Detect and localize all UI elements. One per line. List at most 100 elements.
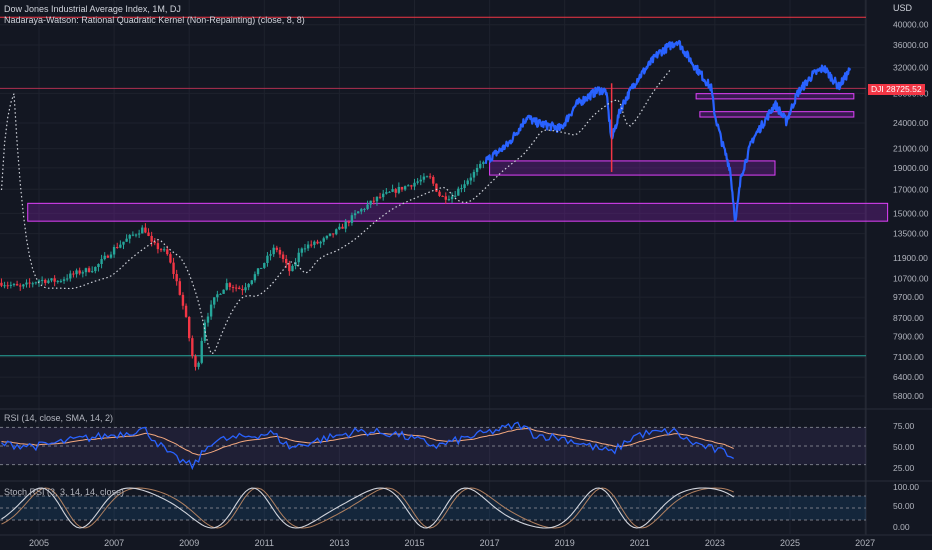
- candle-body: [356, 211, 360, 214]
- price-tick-label: 13500.00: [893, 229, 929, 239]
- candle-body: [59, 280, 63, 282]
- candle-body: [206, 316, 210, 323]
- candle-body: [103, 255, 106, 260]
- candle-body: [275, 247, 279, 250]
- candle-body: [100, 259, 103, 265]
- candle-body: [400, 186, 404, 190]
- candle-body: [234, 287, 238, 289]
- candle-body: [244, 287, 247, 291]
- candle-body: [341, 226, 344, 229]
- candle-body: [90, 271, 94, 273]
- candle-body: [466, 180, 469, 185]
- candle-body: [372, 200, 376, 202]
- candle-body: [263, 263, 266, 268]
- candle-body: [131, 234, 135, 236]
- candle-body: [97, 264, 100, 268]
- currency-label[interactable]: USD: [893, 3, 913, 13]
- candle-body: [413, 182, 416, 187]
- stoch-tick-label: 0.00: [893, 522, 910, 532]
- indicator-legend[interactable]: Nadaraya-Watson: Rational Quadratic Kern…: [4, 15, 305, 25]
- candle-body: [15, 284, 19, 286]
- candle-body: [184, 305, 188, 317]
- candle-body: [306, 244, 310, 249]
- candle-body: [231, 287, 235, 289]
- last-price-badge: DJI 28725.52: [868, 84, 925, 95]
- candle-body: [391, 189, 394, 192]
- candle-body: [34, 282, 38, 284]
- candle-body: [78, 270, 81, 274]
- rsi-tick-label: 25.00: [893, 463, 915, 473]
- candle-body: [112, 246, 116, 255]
- candle-body: [253, 274, 257, 281]
- candle-body: [247, 284, 250, 288]
- candle-body: [259, 267, 263, 269]
- candle-body: [141, 227, 144, 234]
- candle-body: [338, 226, 341, 230]
- price-tick-label: 9700.00: [893, 292, 924, 302]
- candle-body: [463, 184, 466, 189]
- candle-body: [278, 249, 282, 255]
- candle-body: [441, 195, 444, 197]
- stoch-k-line: [1, 487, 734, 529]
- candle-body: [238, 287, 241, 290]
- time-tick-label: 2007: [104, 538, 124, 548]
- stoch-rsi-legend[interactable]: Stoch RSI (3, 3, 14, 14, close): [4, 487, 125, 497]
- candle-body: [31, 283, 34, 285]
- candle-body: [188, 316, 191, 339]
- candle-body: [181, 294, 185, 306]
- chart-title: Dow Jones Industrial Average Index, 1M, …: [4, 4, 181, 14]
- candle-body: [69, 273, 72, 279]
- candle-body: [219, 293, 222, 295]
- candle-body: [360, 209, 363, 212]
- rsi-line: [1, 421, 735, 471]
- support-resistance-zone: [695, 93, 855, 100]
- candle-body: [72, 273, 75, 275]
- candle-body: [447, 199, 451, 201]
- candle-body: [250, 280, 253, 285]
- candle-body: [94, 267, 97, 272]
- candle-body: [122, 241, 125, 245]
- time-tick-label: 2011: [255, 538, 274, 548]
- candle-body: [44, 279, 47, 283]
- price-tick-label: 36000.00: [893, 40, 929, 50]
- candle-body: [81, 272, 85, 274]
- stoch-d-line: [1, 487, 734, 529]
- candle-body: [106, 255, 110, 258]
- candle-body: [169, 254, 172, 263]
- rsi-legend[interactable]: RSI (14, close, SMA, 14, 2): [4, 413, 114, 423]
- candle-body: [394, 189, 397, 193]
- candle-body: [281, 254, 285, 259]
- support-resistance-zone: [489, 160, 776, 176]
- candle-body: [62, 279, 66, 281]
- candle-body: [325, 235, 329, 239]
- time-tick-label: 2023: [705, 538, 725, 548]
- price-tick-label: 8700.00: [893, 313, 924, 323]
- candle-body: [328, 233, 332, 236]
- candle-body: [316, 241, 319, 244]
- candle-body: [266, 255, 269, 264]
- candle-body: [438, 191, 441, 196]
- candle-body: [294, 262, 297, 266]
- candle-body: [310, 244, 313, 246]
- candle-body: [313, 241, 316, 245]
- candle-body: [382, 193, 385, 198]
- candle-body: [53, 278, 56, 282]
- candle-body: [369, 200, 372, 205]
- candle-body: [422, 176, 426, 180]
- candle-body: [40, 279, 44, 281]
- price-tick-label: 7900.00: [893, 332, 924, 342]
- candle-body: [241, 289, 244, 291]
- candle-body: [225, 283, 228, 290]
- candle-body: [285, 258, 288, 264]
- candle-body: [222, 289, 225, 294]
- candle-body: [344, 221, 347, 229]
- price-tick-label: 17000.00: [893, 184, 929, 194]
- candle-body: [6, 285, 9, 287]
- candle-body: [25, 282, 28, 285]
- candle-body: [366, 204, 369, 209]
- candle-body: [22, 284, 25, 287]
- candle-body: [12, 284, 16, 286]
- candle-body: [175, 274, 178, 282]
- candle-body: [416, 181, 419, 183]
